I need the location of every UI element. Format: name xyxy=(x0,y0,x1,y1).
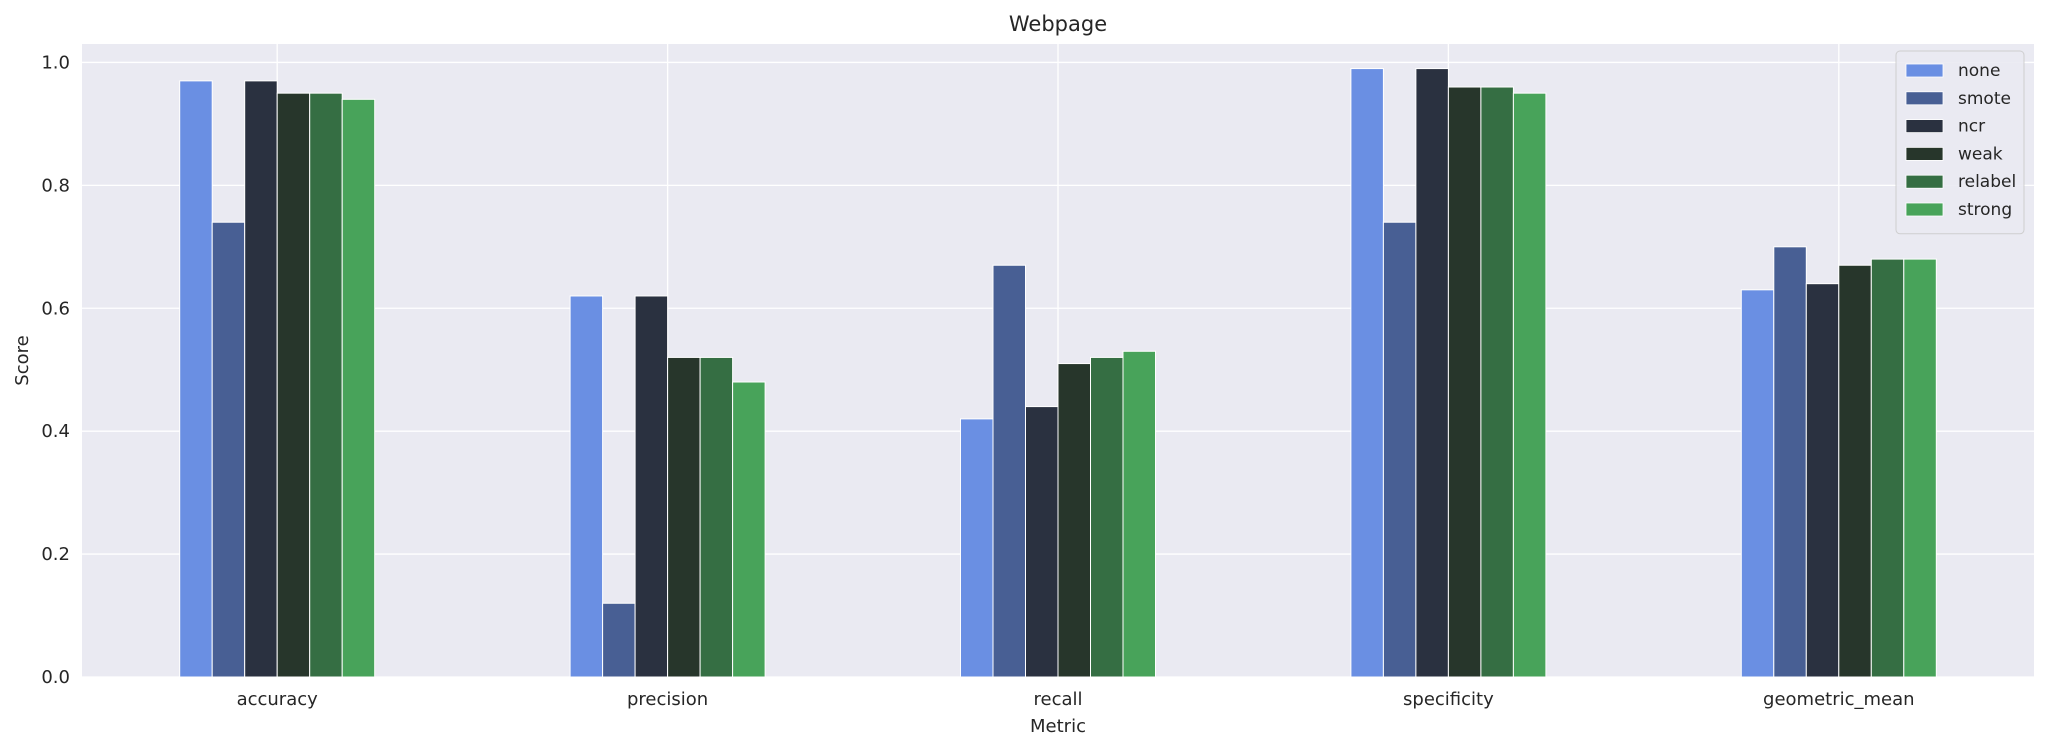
bar-relabel-specificity xyxy=(1480,86,1514,678)
legend-label-relabel: relabel xyxy=(1958,172,2016,192)
y-tick-label: 0.2 xyxy=(41,544,70,565)
y-tick-label: 0.4 xyxy=(41,421,70,442)
bar-relabel-recall xyxy=(1090,356,1124,678)
y-tick-labels: 0.0 0.2 0.4 0.6 0.8 1.0 xyxy=(41,52,70,688)
bar-smote-specificity xyxy=(1382,221,1417,678)
bar-smote-accuracy xyxy=(211,221,246,678)
legend-swatch-relabel xyxy=(1905,174,1944,189)
bar-weak-recall xyxy=(1057,363,1091,678)
y-tick-label: 0.6 xyxy=(41,298,70,319)
bar-ncr-accuracy xyxy=(244,80,278,678)
bar-ncr-precision xyxy=(634,295,669,678)
bar-ncr-geometric_mean xyxy=(1805,283,1840,678)
bar-strong-accuracy xyxy=(341,98,376,678)
bar-relabel-accuracy xyxy=(309,92,343,678)
legend-swatch-none xyxy=(1905,63,1944,78)
x-tick-label: geometric_mean xyxy=(1763,689,1915,710)
bar-weak-specificity xyxy=(1447,86,1482,678)
bar-strong-recall xyxy=(1122,350,1156,678)
bar-weak-precision xyxy=(667,356,701,678)
bars xyxy=(179,68,1937,678)
legend-swatch-weak xyxy=(1905,146,1944,161)
legend-swatch-ncr xyxy=(1905,119,1944,133)
y-tick-label: 0.0 xyxy=(41,667,70,688)
x-tick-labels: accuracy precision recall specificity geomet… xyxy=(237,689,1915,710)
y-axis-label: Score xyxy=(12,335,33,385)
bar-smote-precision xyxy=(602,602,636,678)
legend-swatch-smote xyxy=(1905,91,1944,106)
bar-none-geometric_mean xyxy=(1740,289,1775,678)
bar-strong-geometric_mean xyxy=(1903,258,1937,678)
bar-strong-precision xyxy=(732,381,766,678)
legend-swatch-strong xyxy=(1905,202,1944,217)
x-tick-label: specificity xyxy=(1403,689,1494,710)
x-tick-label: accuracy xyxy=(237,689,319,710)
bar-smote-geometric_mean xyxy=(1773,246,1807,678)
y-tick-label: 0.8 xyxy=(41,175,70,196)
bar-none-recall xyxy=(960,418,994,678)
y-tick-label: 1.0 xyxy=(41,52,70,73)
bar-ncr-specificity xyxy=(1415,68,1449,678)
bar-strong-specificity xyxy=(1512,92,1547,678)
legend-label-smote: smote xyxy=(1958,89,2011,109)
x-tick-label: recall xyxy=(1033,689,1082,710)
chart-title: Webpage xyxy=(1009,12,1107,36)
legend-label-weak: weak xyxy=(1958,144,2003,164)
x-axis-label: Metric xyxy=(1030,716,1086,737)
legend-label-strong: strong xyxy=(1958,200,2012,220)
bar-smote-recall xyxy=(992,264,1026,678)
bar-weak-accuracy xyxy=(276,92,311,678)
bar-relabel-precision xyxy=(699,356,734,678)
legend-label-none: none xyxy=(1958,61,2000,81)
bar-none-accuracy xyxy=(179,80,213,678)
bar-none-precision xyxy=(569,295,604,678)
legend-label-ncr: ncr xyxy=(1958,117,1985,137)
bar-relabel-geometric_mean xyxy=(1870,258,1905,678)
x-tick-label: precision xyxy=(627,689,708,710)
bar-ncr-recall xyxy=(1025,406,1059,678)
bar-weak-geometric_mean xyxy=(1838,264,1872,678)
legend: none smote ncr weak relabel strong xyxy=(1895,50,2025,235)
bar-none-specificity xyxy=(1350,68,1384,678)
